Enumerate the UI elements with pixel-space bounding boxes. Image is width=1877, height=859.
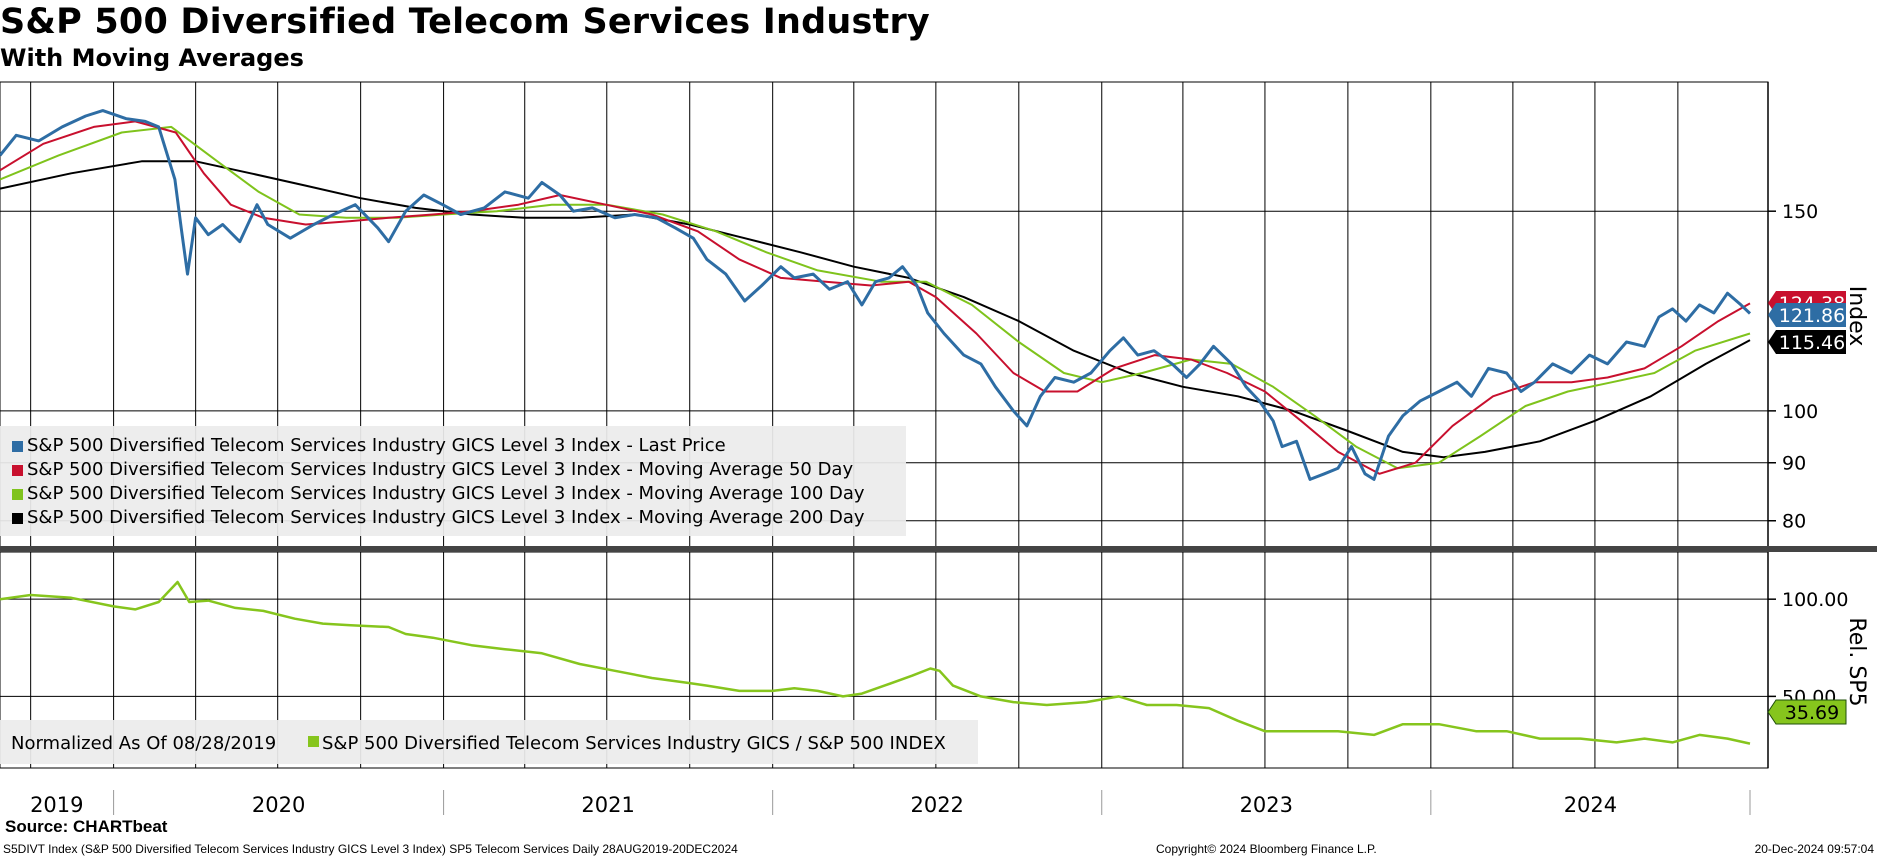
legend-bottom-swatch — [308, 736, 319, 747]
legend-swatch — [12, 513, 23, 524]
legend-top: S&P 500 Diversified Telecom Services Ind… — [0, 426, 906, 536]
copyright-notice: Copyright© 2024 Bloomberg Finance L.P. — [1156, 842, 1377, 856]
y-axis-label-top: Index — [1844, 286, 1869, 347]
y-ticks-top: 80 90 100 150 — [1768, 201, 1818, 533]
legend-item-label: S&P 500 Diversified Telecom Services Ind… — [27, 435, 726, 456]
series-top — [0, 109, 1752, 481]
grid-horizontal-bottom — [0, 598, 1768, 697]
y-tick-label: 80 — [1782, 511, 1806, 533]
panel-divider — [0, 546, 1877, 552]
last-value-label-ma200: 115.46 — [1768, 330, 1846, 354]
legend-swatch — [12, 489, 23, 500]
legend-top-bg — [0, 426, 906, 536]
legend-bottom-bg — [0, 720, 978, 764]
y-tick-label: 150 — [1782, 201, 1818, 223]
y-tick-label: 100.00 — [1782, 589, 1848, 611]
last-value-price-text: 121.86 — [1779, 305, 1845, 327]
chart-subtitle: With Moving Averages — [0, 44, 304, 72]
last-value-ma200-text: 115.46 — [1779, 332, 1845, 354]
series-line — [0, 109, 1752, 481]
series-line — [0, 160, 1751, 459]
series-line — [0, 580, 1751, 745]
legend-item-label: S&P 500 Diversified Telecom Services Ind… — [27, 507, 865, 528]
chart-title: S&P 500 Diversified Telecom Services Ind… — [0, 2, 930, 42]
series-line — [0, 125, 1751, 470]
legend-item-label: S&P 500 Diversified Telecom Services Ind… — [27, 459, 853, 480]
x-tick-label: 2019 — [30, 793, 83, 817]
series-line — [0, 120, 1751, 475]
footer-description: S5DIVT Index (S&P 500 Diversified Teleco… — [3, 842, 738, 856]
y-axis-label-bottom: Rel. SP5 — [1844, 617, 1869, 706]
last-value-relative-text: 35.69 — [1785, 702, 1839, 724]
source-label: Source: CHARTbeat — [5, 817, 168, 836]
timestamp: 20-Dec-2024 09:57:04 — [1754, 842, 1874, 856]
series-bottom — [0, 580, 1751, 745]
y-tick-label: 100 — [1782, 401, 1818, 423]
x-tick-label: 2023 — [1240, 793, 1293, 817]
legend-bottom-note: Normalized As Of 08/28/2019 — [11, 733, 276, 754]
x-tick-label: 2024 — [1564, 793, 1617, 817]
legend-swatch — [12, 441, 23, 452]
legend-bottom-series-label: S&P 500 Diversified Telecom Services Ind… — [322, 733, 946, 754]
x-ticks: 2019 2020 2021 2022 2023 2024 — [30, 790, 1751, 817]
legend-swatch — [12, 465, 23, 476]
legend-item-label: S&P 500 Diversified Telecom Services Ind… — [27, 483, 865, 504]
x-tick-label: 2022 — [910, 793, 963, 817]
x-tick-label: 2020 — [252, 793, 305, 817]
y-tick-label: 90 — [1782, 453, 1806, 475]
last-value-label-relative: 35.69 — [1767, 699, 1847, 725]
legend-bottom: Normalized As Of 08/28/2019 S&P 500 Dive… — [0, 720, 978, 764]
grid-vertical-top — [30, 82, 1679, 546]
x-tick-label: 2021 — [581, 793, 634, 817]
last-value-label-price: 121.86 — [1768, 303, 1846, 327]
